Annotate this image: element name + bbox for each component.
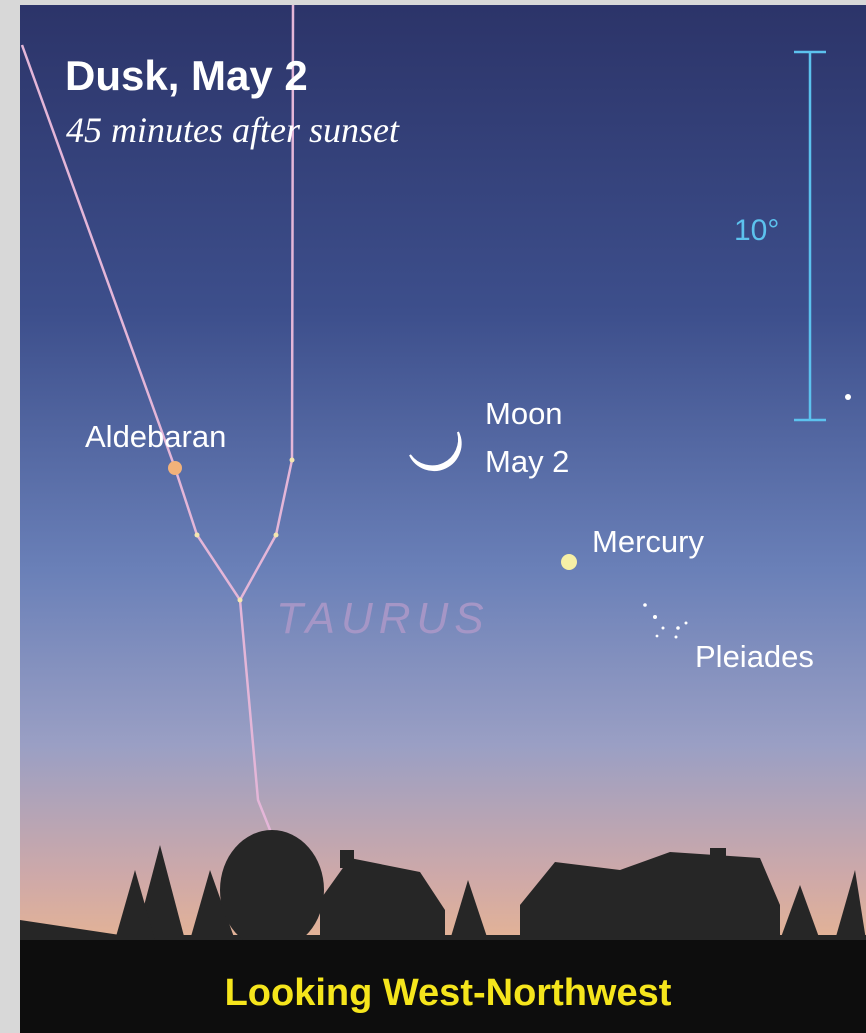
- sky-chart: Aldebaran Moon May 2 Mercury Pleiades TA…: [0, 0, 866, 1033]
- title: Dusk, May 2: [65, 52, 308, 99]
- moon-date: May 2: [485, 444, 569, 479]
- subtitle: 45 minutes after sunset: [66, 110, 400, 150]
- aldebaran-dot: [168, 461, 182, 475]
- constellation-label: TAURUS: [276, 594, 490, 643]
- mercury-dot: [561, 554, 577, 570]
- page: Aldebaran Moon May 2 Mercury Pleiades TA…: [0, 0, 866, 1033]
- footer: Looking West-Northwest: [225, 972, 672, 1014]
- aldebaran-label: Aldebaran: [85, 419, 226, 454]
- moon-label: Moon: [485, 396, 563, 431]
- scale-label: 10°: [734, 214, 779, 247]
- mercury-label: Mercury: [592, 524, 704, 559]
- pleiades-label: Pleiades: [695, 639, 814, 674]
